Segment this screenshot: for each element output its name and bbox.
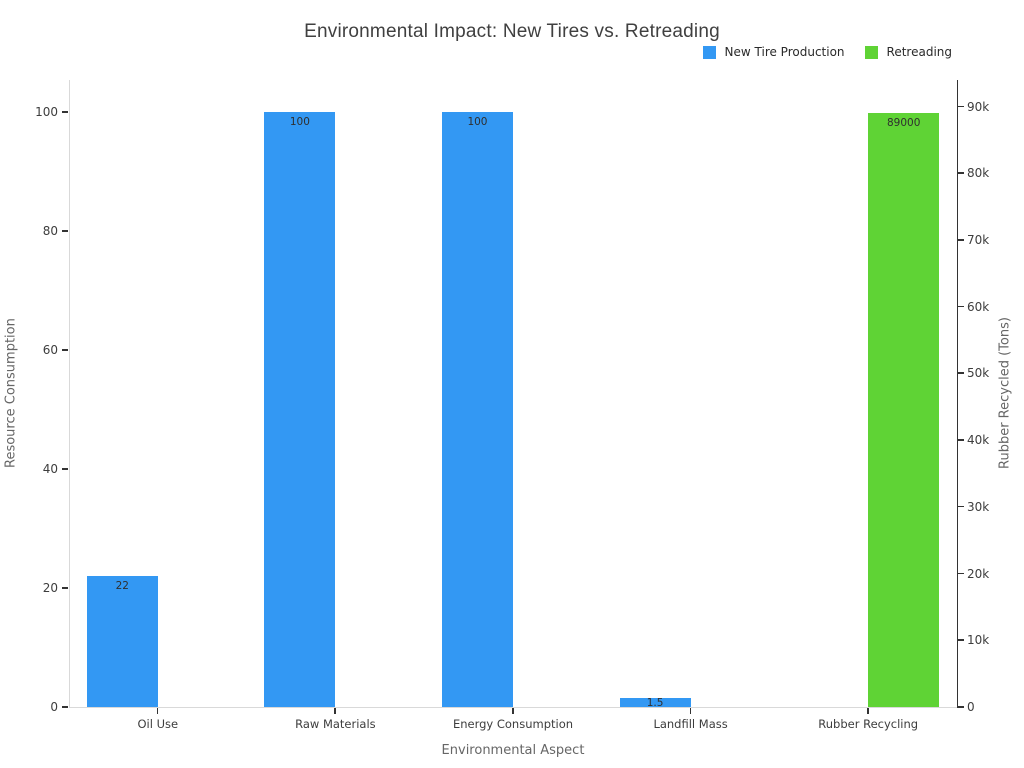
x-axis-tick-mark: [156, 708, 159, 714]
legend-item-new-tire-production[interactable]: New Tire Production: [702, 45, 845, 59]
bar-new-tire-production-landfill-mass: 1.5: [619, 698, 691, 707]
legend-item-retreading[interactable]: Retreading: [864, 45, 952, 59]
y2-axis-tick-mark: [958, 572, 964, 575]
right-axis-title: Rubber Recycled (Tons): [997, 317, 1013, 470]
retreading-swatch-icon: [864, 45, 878, 59]
x-axis-tick-mark: [512, 708, 514, 714]
right-axis-spine: [957, 80, 958, 708]
y-axis-tick-label: 40: [42, 462, 58, 477]
x-axis-tick-mark: [689, 708, 692, 714]
y2-axis-tick-mark: [958, 305, 964, 308]
y-axis-tick-label: 80: [42, 224, 58, 239]
x-axis-title: Environmental Aspect: [441, 743, 585, 758]
y-axis-tick-mark: [62, 111, 68, 113]
x-axis-tick-label-landfill-mass: Landfill Mass: [653, 717, 728, 731]
y-axis-tick-mark: [62, 587, 68, 589]
y2-axis-tick-mark: [958, 706, 964, 708]
y-axis-tick-mark: [62, 706, 68, 708]
bar-retreading-rubber-recycling: 89000: [868, 113, 940, 707]
legend-label: New Tire Production: [724, 45, 845, 59]
legend: New Tire Production Retreading: [702, 45, 952, 59]
left-axis-spine: [69, 80, 70, 707]
bar-new-tire-production-raw-materials: 100: [264, 112, 336, 707]
y-axis-tick-mark: [62, 468, 68, 470]
y-axis-tick-label: 0: [50, 700, 58, 714]
plot-area: [69, 80, 957, 707]
y2-axis-tick-label: 90k: [967, 99, 990, 114]
new-tire-production-swatch-icon: [702, 45, 716, 59]
bar-value-label: 22: [115, 580, 129, 593]
legend-label: Retreading: [886, 45, 952, 59]
x-axis-spine: [69, 707, 961, 708]
y-axis-tick-mark: [62, 230, 68, 232]
bar-value-label: 100: [289, 116, 310, 129]
chart-title: Environmental Impact: New Tires vs. Retr…: [304, 21, 720, 42]
y2-axis-tick-mark: [958, 439, 964, 441]
x-axis-tick-label-raw-materials: Raw Materials: [295, 717, 376, 731]
y2-axis-tick-mark: [958, 172, 964, 174]
y2-axis-tick-label: 30k: [967, 499, 990, 514]
y2-axis-tick-mark: [958, 505, 964, 508]
y-axis-tick-label: 20: [42, 581, 58, 596]
y2-axis-tick-label: 20k: [967, 566, 990, 581]
y-axis-tick-label: 100: [35, 105, 58, 120]
bar-new-tire-production-oil-use: 22: [86, 576, 158, 707]
y2-axis-tick-label: 40k: [967, 433, 990, 448]
y2-axis-tick-label: 0: [967, 700, 975, 714]
y-axis-tick-label: 60: [42, 343, 58, 358]
x-axis-tick-label-rubber-recycling: Rubber Recycling: [818, 717, 919, 731]
left-axis-title: Resource Consumption: [3, 318, 19, 469]
bar-value-label: 100: [467, 116, 488, 129]
y2-axis-tick-label: 80k: [967, 166, 990, 181]
y2-axis-tick-mark: [958, 639, 964, 641]
y2-axis-tick-label: 70k: [967, 233, 990, 248]
y2-axis-tick-label: 10k: [967, 633, 990, 648]
x-axis-tick-mark: [334, 708, 336, 714]
bar-value-label: 89000: [887, 117, 921, 130]
y2-axis-tick-mark: [958, 372, 964, 374]
y2-axis-tick-label: 50k: [967, 366, 990, 381]
x-axis-tick-mark: [867, 708, 869, 714]
x-axis-tick-label-energy-consumption: Energy Consumption: [452, 717, 574, 731]
y-axis-tick-mark: [62, 349, 68, 351]
y2-axis-tick-mark: [958, 105, 964, 108]
y2-axis-tick-label: 60k: [967, 299, 990, 314]
x-axis-tick-label-oil-use: Oil Use: [137, 717, 179, 731]
bar-value-label: 1.5: [646, 698, 664, 707]
bar-new-tire-production-energy-consumption: 100: [441, 112, 513, 707]
y2-axis-tick-mark: [958, 239, 964, 241]
